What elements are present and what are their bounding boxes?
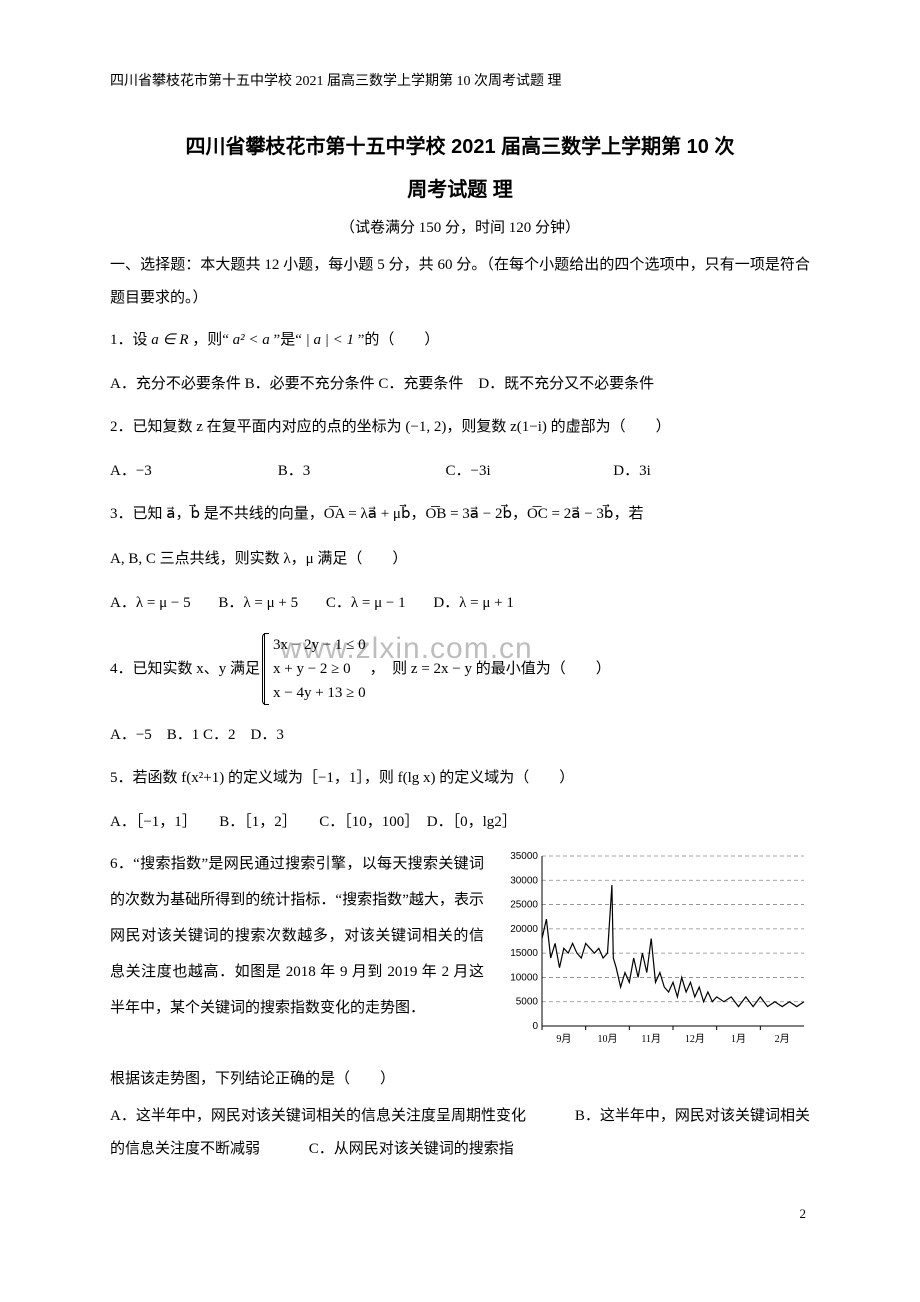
q2-opt-c: C．−3i xyxy=(446,453,586,489)
q4-system: 3x − 2y − 1 ≤ 0 x + y − 2 ≥ 0 x − 4y + 1… xyxy=(264,633,366,705)
q6-opt-a: A．这半年中，网民对该关键词相关的信息关注度呈周期性变化 xyxy=(110,1108,526,1124)
q4-sys3: x − 4y + 13 ≥ 0 xyxy=(273,681,366,705)
q4-post: ， 则 z = 2x − y 的最小值为（ ） xyxy=(370,650,611,689)
chart-svg: 0 5000 10000 15000 20000 25000 30000 35000 9月 10月… xyxy=(500,850,810,1050)
page-number: 2 xyxy=(110,1206,810,1222)
question-4: 4．已知实数 x、y 满足 3x − 2y − 1 ≤ 0 x + y − 2 … xyxy=(110,627,810,711)
q1-options: A．充分不必要条件 B．必要不充分条件 C．充要条件 D．既不充分又不必要条件 xyxy=(110,366,810,402)
svg-text:10000: 10000 xyxy=(510,972,538,983)
question-6-prompt: 根据该走势图，下列结论正确的是（ ） xyxy=(110,1063,810,1096)
svg-text:12月: 12月 xyxy=(685,1033,705,1045)
svg-text:0: 0 xyxy=(532,1021,538,1032)
svg-text:1月: 1月 xyxy=(731,1033,746,1045)
svg-text:5000: 5000 xyxy=(516,997,539,1008)
title-line-2: 周考试题 理 xyxy=(110,173,810,202)
svg-text:10月: 10月 xyxy=(598,1033,618,1045)
svg-text:15000: 15000 xyxy=(510,948,538,959)
q1-cond0: a ∈ R xyxy=(151,332,188,348)
running-header: 四川省攀枝花市第十五中学校 2021 届高三数学上学期第 10 次周考试题 理 xyxy=(110,70,810,90)
q3-opt-b: B．λ = μ + 5 xyxy=(218,585,298,621)
q1-end: ”的（ ） xyxy=(358,332,440,348)
q4-sys2: x + y − 2 ≥ 0 xyxy=(273,657,366,681)
question-5: 5．若函数 f(x²+1) 的定义域为［−1，1］，则 f(lg x) 的定义域… xyxy=(110,759,810,798)
q1-mid2: ”是“ xyxy=(274,332,302,348)
svg-text:25000: 25000 xyxy=(510,900,538,911)
q2-opt-b: B．3 xyxy=(278,453,418,489)
svg-text:30000: 30000 xyxy=(510,875,538,886)
q3-options: A．λ = μ − 5 B．λ = μ + 5 C．λ = μ − 1 D．λ … xyxy=(110,585,810,621)
exam-info: （试卷满分 150 分，时间 120 分钟） xyxy=(110,216,810,237)
svg-text:9月: 9月 xyxy=(556,1033,571,1045)
section-heading: 一、选择题：本大题共 12 小题，每小题 5 分，共 60 分。（在每个小题给出… xyxy=(110,249,810,315)
q2-opt-a: A．−3 xyxy=(110,453,250,489)
q1-cond1: a² < a xyxy=(233,332,270,348)
q3-opt-d: D．λ = μ + 1 xyxy=(433,585,514,621)
q4-options: A．−5 B．1 C．2 D．3 xyxy=(110,717,810,753)
q4-pre: 4．已知实数 x、y 满足 xyxy=(110,650,260,689)
question-1: 1．设 a ∈ R ，则“ a² < a ”是“ | a | < 1 ”的（ ） xyxy=(110,321,810,360)
svg-text:2月: 2月 xyxy=(775,1033,790,1045)
question-2: 2．已知复数 z 在复平面内对应的点的坐标为 (−1, 2)，则复数 z(1−i… xyxy=(110,408,810,447)
svg-text:11月: 11月 xyxy=(641,1033,661,1045)
q2-options: A．−3 B．3 C．−3i D．3i xyxy=(110,453,810,489)
q6-opt-c: C．从网民对该关键词的搜索指 xyxy=(309,1141,514,1157)
title-line-1: 四川省攀枝花市第十五中学校 2021 届高三数学上学期第 10 次 xyxy=(110,130,810,159)
question-3-line2: A, B, C 三点共线，则实数 λ，μ 满足（ ） xyxy=(110,540,810,579)
svg-text:35000: 35000 xyxy=(510,851,538,862)
q3-opt-c: C．λ = μ − 1 xyxy=(326,585,406,621)
q4-sys1: 3x − 2y − 1 ≤ 0 xyxy=(273,633,366,657)
search-index-chart: 0 5000 10000 15000 20000 25000 30000 35000 9月 10月… xyxy=(500,850,810,1055)
q2-opt-d: D．3i xyxy=(613,453,651,489)
q1-mid: ，则“ xyxy=(192,332,229,348)
q1-prefix: 1．设 xyxy=(110,332,148,348)
q5-options: A．［−1，1］ B．［1，2］ C．［10，100］ D．［0，lg2］ xyxy=(110,804,810,840)
q6-options: A．这半年中，网民对该关键词相关的信息关注度呈周期性变化 B．这半年中，网民对该… xyxy=(110,1100,810,1166)
q3-opt-a: A．λ = μ − 5 xyxy=(110,585,191,621)
svg-text:20000: 20000 xyxy=(510,924,538,935)
question-3-line1: 3．已知 a⃗，b⃗ 是不共线的向量，O͞A = λa⃗ + μb⃗，O͞B =… xyxy=(110,495,810,534)
q1-cond2: | a | < 1 xyxy=(306,332,354,348)
